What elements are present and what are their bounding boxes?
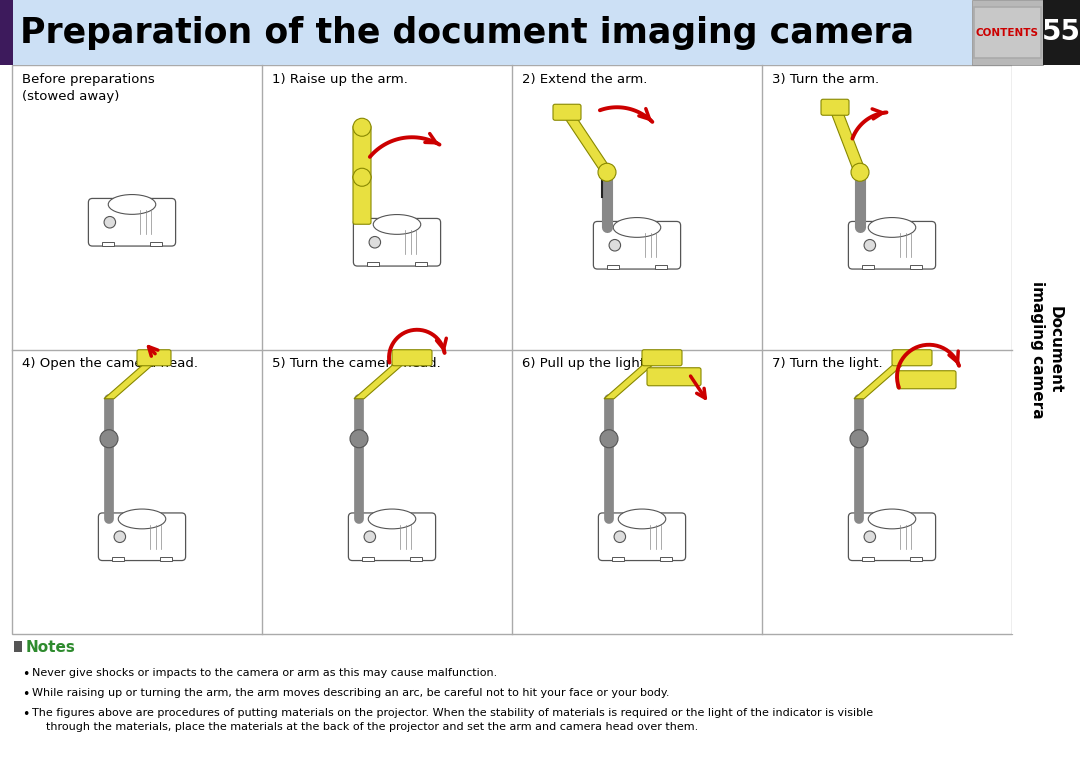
Text: •: • [22, 708, 29, 721]
FancyBboxPatch shape [593, 222, 680, 269]
FancyBboxPatch shape [553, 104, 581, 120]
Circle shape [104, 216, 116, 228]
Polygon shape [104, 364, 154, 399]
Bar [14, 641, 22, 652]
FancyBboxPatch shape [392, 350, 432, 366]
Ellipse shape [368, 509, 416, 529]
Bar [150, 242, 162, 246]
Bar [910, 556, 921, 561]
Bar [612, 556, 624, 561]
Bar [103, 242, 114, 246]
Polygon shape [604, 364, 654, 399]
Ellipse shape [868, 218, 916, 238]
FancyBboxPatch shape [353, 125, 372, 180]
Circle shape [100, 429, 118, 448]
FancyBboxPatch shape [849, 222, 935, 269]
Bar [660, 556, 672, 561]
Ellipse shape [613, 218, 661, 238]
Ellipse shape [118, 509, 165, 529]
FancyBboxPatch shape [598, 513, 686, 561]
Ellipse shape [108, 195, 156, 215]
Ellipse shape [618, 509, 665, 529]
Bar [972, 0, 1043, 65]
Text: While raising up or turning the arm, the arm moves describing an arc, be careful: While raising up or turning the arm, the… [32, 688, 670, 698]
Bar [0, 0, 13, 65]
Bar [12, 65, 1012, 634]
Text: 2) Extend the arm.: 2) Extend the arm. [522, 73, 647, 86]
Text: Document
imaging camera: Document imaging camera [1030, 280, 1063, 419]
Bar [1012, 65, 1080, 634]
Bar [863, 556, 874, 561]
Text: 5) Turn the camera head.: 5) Turn the camera head. [272, 358, 441, 371]
Circle shape [369, 237, 380, 248]
Circle shape [114, 531, 125, 542]
Text: The figures above are procedures of putting materials on the projector. When the: The figures above are procedures of putt… [32, 708, 873, 731]
Bar [863, 265, 874, 270]
FancyBboxPatch shape [892, 350, 932, 366]
Ellipse shape [374, 215, 421, 235]
Bar [160, 556, 172, 561]
Bar [607, 265, 619, 270]
Polygon shape [854, 364, 904, 399]
Bar [415, 262, 427, 267]
Circle shape [615, 531, 625, 542]
Circle shape [609, 239, 621, 251]
Text: 55: 55 [1042, 18, 1080, 47]
Text: 3) Turn the arm.: 3) Turn the arm. [772, 73, 879, 86]
FancyBboxPatch shape [349, 513, 435, 561]
Bar [654, 265, 666, 270]
Text: •: • [22, 668, 29, 681]
Text: •: • [22, 688, 29, 701]
FancyBboxPatch shape [821, 99, 849, 115]
Text: 1) Raise up the arm.: 1) Raise up the arm. [272, 73, 408, 86]
Bar [1043, 0, 1080, 65]
Circle shape [850, 429, 868, 448]
Bar [910, 265, 921, 270]
Text: 4) Open the camera head.: 4) Open the camera head. [22, 358, 198, 371]
Circle shape [353, 118, 372, 136]
Text: Never give shocks or impacts to the camera or arm as this may cause malfunction.: Never give shocks or impacts to the came… [32, 668, 497, 678]
FancyBboxPatch shape [897, 371, 956, 389]
Circle shape [864, 531, 876, 542]
Circle shape [600, 429, 618, 448]
Polygon shape [354, 364, 404, 399]
Bar [367, 262, 379, 267]
FancyBboxPatch shape [98, 513, 186, 561]
Text: Before preparations
(stowed away): Before preparations (stowed away) [22, 73, 154, 103]
Circle shape [851, 163, 869, 181]
Ellipse shape [868, 509, 916, 529]
FancyBboxPatch shape [353, 219, 441, 266]
Text: Preparation of the document imaging camera: Preparation of the document imaging came… [21, 15, 914, 50]
Circle shape [364, 531, 376, 542]
FancyBboxPatch shape [353, 175, 372, 225]
Text: CONTENTS: CONTENTS [976, 28, 1039, 37]
FancyBboxPatch shape [137, 350, 171, 366]
Text: 6) Pull up the light.: 6) Pull up the light. [522, 358, 649, 371]
Text: 7) Turn the light.: 7) Turn the light. [772, 358, 882, 371]
Bar [410, 556, 421, 561]
FancyBboxPatch shape [647, 367, 701, 386]
Circle shape [598, 163, 616, 181]
FancyBboxPatch shape [849, 513, 935, 561]
Circle shape [353, 168, 372, 186]
FancyBboxPatch shape [974, 7, 1041, 58]
Circle shape [864, 239, 876, 251]
Text: Notes: Notes [26, 639, 76, 655]
Polygon shape [829, 107, 866, 172]
FancyBboxPatch shape [642, 350, 681, 366]
Circle shape [350, 429, 368, 448]
Bar [0, 0, 972, 65]
Bar [112, 556, 124, 561]
Bar [363, 556, 374, 561]
Polygon shape [561, 112, 613, 172]
FancyBboxPatch shape [89, 199, 176, 246]
